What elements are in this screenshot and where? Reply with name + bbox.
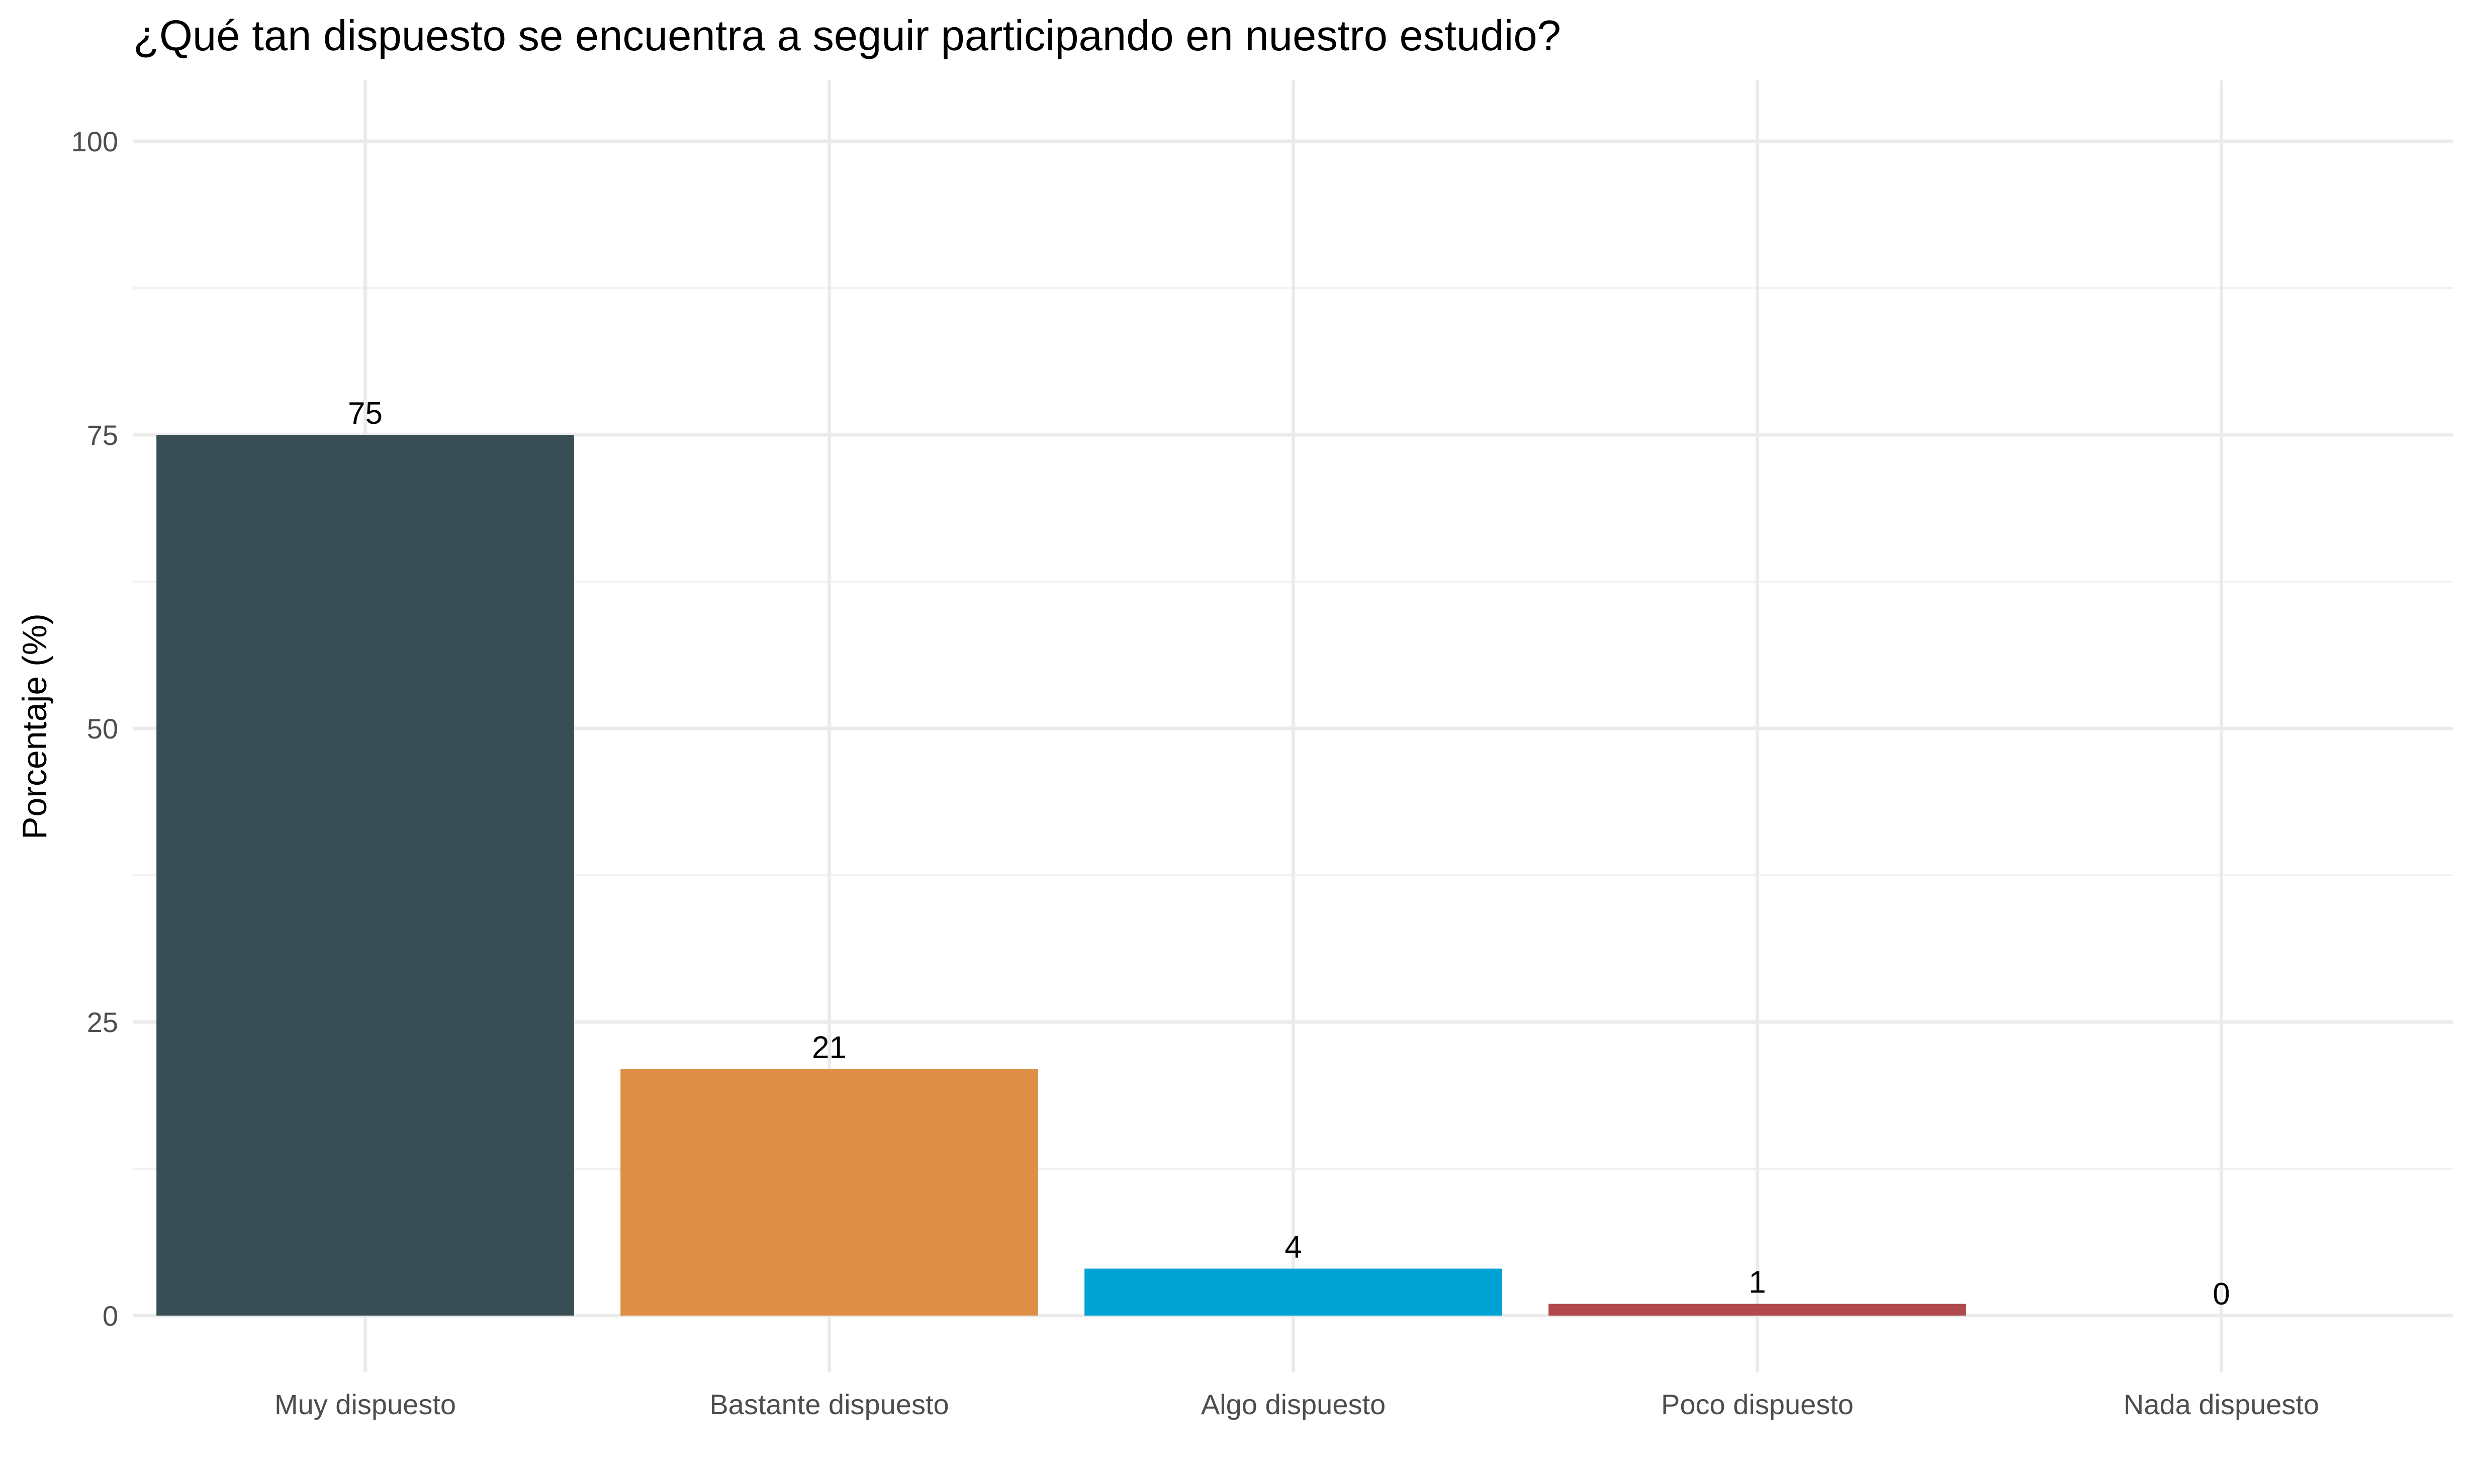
- data-label-4: 1: [1749, 1265, 1766, 1300]
- y-tick-label: 50: [87, 713, 118, 745]
- x-tick-label: Muy dispuesto: [274, 1388, 456, 1420]
- bar-4: [1548, 1304, 1966, 1316]
- bars: [156, 435, 1966, 1316]
- x-tick-label: Poco dispuesto: [1661, 1388, 1854, 1420]
- data-label-1: 75: [348, 396, 383, 431]
- x-axis-ticks: Muy dispuesto Bastante dispuesto Algo disp…: [274, 1388, 2319, 1420]
- data-labels: 75 21 4 1 0: [348, 396, 2230, 1312]
- y-tick-label: 100: [71, 126, 118, 157]
- data-label-2: 21: [812, 1030, 847, 1065]
- bar-2: [620, 1069, 1038, 1316]
- y-tick-label: 25: [87, 1006, 118, 1038]
- chart-title: ¿Qué tan dispuesto se encuentra a seguir…: [133, 12, 1561, 60]
- y-tick-label: 0: [103, 1300, 118, 1332]
- x-tick-label: Algo dispuesto: [1201, 1388, 1386, 1420]
- bar-3: [1084, 1268, 1502, 1316]
- y-tick-label: 75: [87, 419, 118, 451]
- data-label-5: 0: [2213, 1277, 2230, 1312]
- y-axis-title: Porcentaje (%): [16, 613, 54, 840]
- data-label-3: 4: [1285, 1230, 1302, 1265]
- y-axis-ticks: 0 25 50 75 100: [71, 126, 118, 1332]
- x-tick-label: Bastante dispuesto: [709, 1388, 949, 1420]
- x-tick-label: Nada dispuesto: [2124, 1388, 2319, 1420]
- bar-1: [156, 435, 574, 1316]
